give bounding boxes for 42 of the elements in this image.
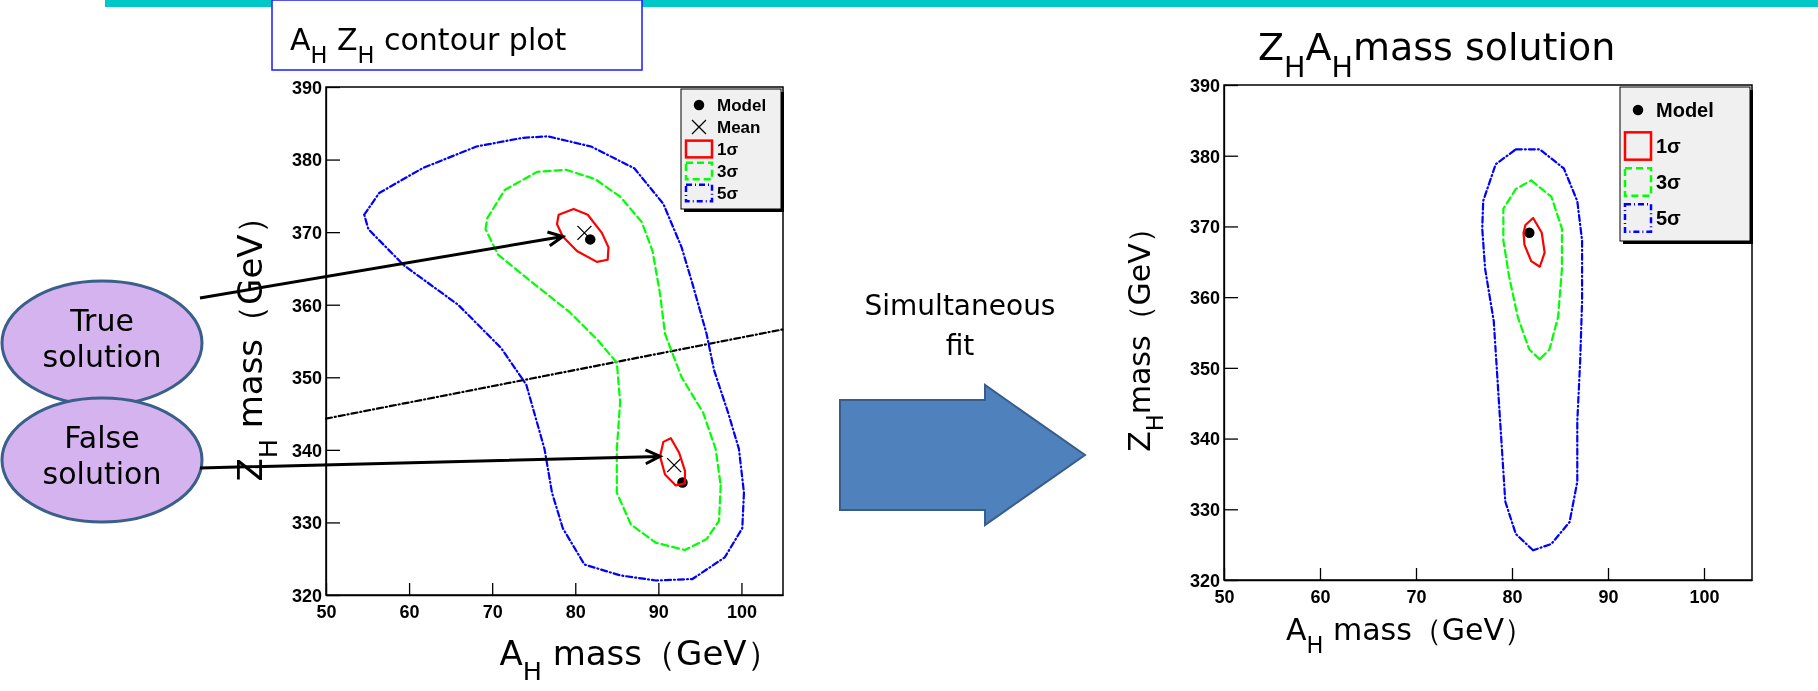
legend-label: 3σ xyxy=(1656,171,1682,193)
legend-label: 5σ xyxy=(717,183,739,203)
point xyxy=(576,225,593,241)
y-tick-label: 360 xyxy=(1189,287,1220,308)
point xyxy=(666,457,682,473)
x-tick-label: 70 xyxy=(1406,586,1427,607)
y-tick-label: 390 xyxy=(1189,75,1220,96)
x-tick-label: 60 xyxy=(1310,586,1331,607)
y-tick-label: 340 xyxy=(1189,429,1220,450)
y-tick-label: 330 xyxy=(291,513,322,534)
x-tick-label: 70 xyxy=(482,601,503,622)
legend-label: Model xyxy=(1656,99,1714,121)
y-tick-label: 340 xyxy=(291,440,322,461)
annotation: False solution xyxy=(42,420,162,491)
x-tick-label: 100 xyxy=(726,601,757,622)
legend-label: 1σ xyxy=(717,139,739,159)
y-tick-label: 390 xyxy=(291,77,322,98)
y-tick-label: 370 xyxy=(291,222,322,243)
legend-label: Mean xyxy=(717,117,761,137)
legend-label: 3σ xyxy=(717,161,739,181)
x-axis-title: A$_{H}$ mass（GeV） xyxy=(499,633,781,686)
x-tick-label: 100 xyxy=(1689,586,1720,607)
x-axis-title: A$_{H}$ mass（GeV） xyxy=(1285,612,1535,658)
x-tick-label: 90 xyxy=(1598,586,1619,607)
x-tick-label: 80 xyxy=(565,601,586,622)
legend-label: 1σ xyxy=(1656,135,1682,157)
y-tick-label: 350 xyxy=(1189,358,1220,379)
y-tick-label: 350 xyxy=(291,368,322,389)
y-tick-label: 380 xyxy=(1189,146,1220,167)
annotation: True solution xyxy=(42,303,162,374)
y-tick-label: 360 xyxy=(291,295,322,316)
y-tick-label: 380 xyxy=(291,150,322,171)
chart-title: A$_{H}$ Z$_{H}$ contour plot xyxy=(290,22,567,68)
legend-label: 5σ xyxy=(1656,207,1682,229)
x-tick-label: 80 xyxy=(1502,586,1523,607)
legend-label: Model xyxy=(717,95,767,115)
text: Simultaneous fit xyxy=(864,289,1056,362)
x-tick-label: 90 xyxy=(648,601,669,622)
y-tick-label: 370 xyxy=(1189,217,1220,238)
chart-title: Z$_{H}$A$_{H}$mass solution xyxy=(1258,25,1616,84)
y-tick-label: 330 xyxy=(1189,500,1220,521)
x-tick-label: 60 xyxy=(399,601,420,622)
